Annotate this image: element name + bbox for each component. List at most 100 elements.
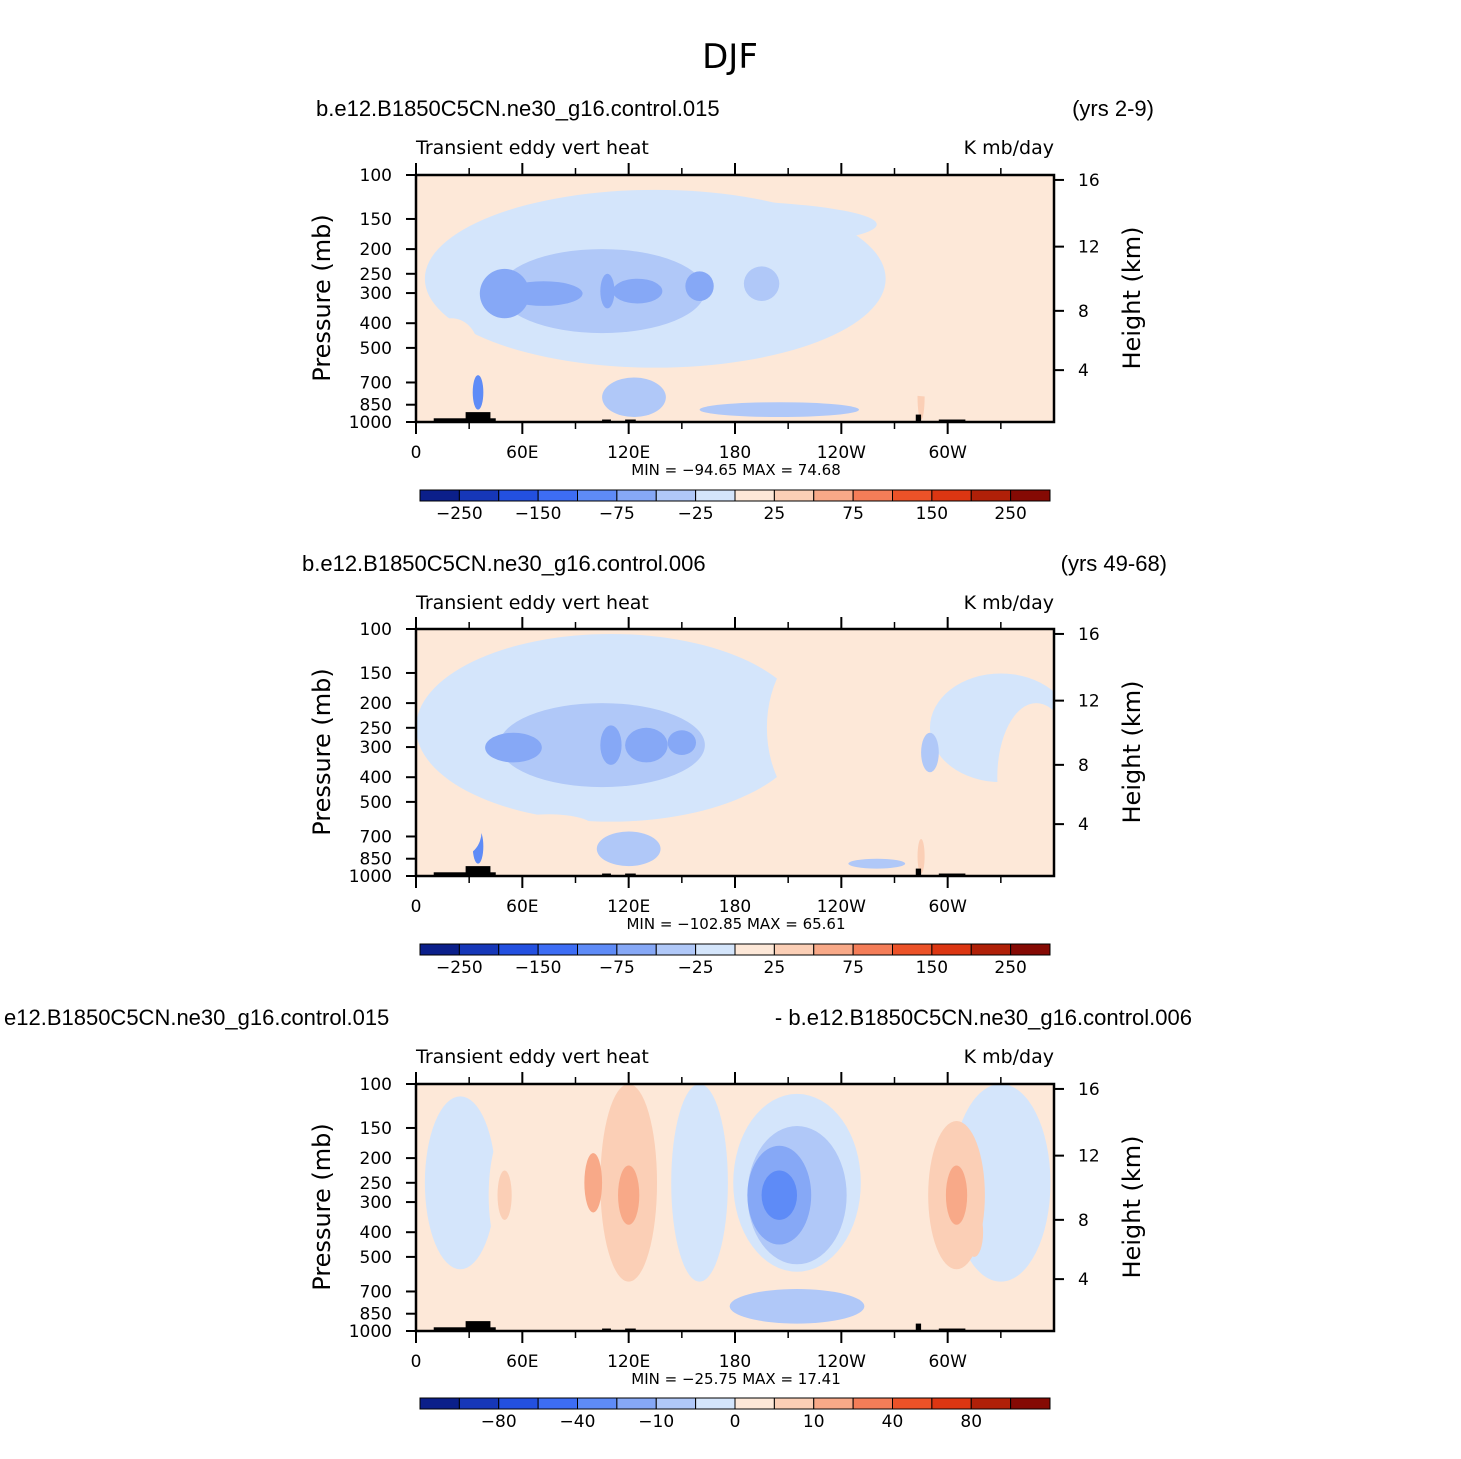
colorbar-swatch [458, 1397, 500, 1410]
colorbar-swatch [695, 1397, 736, 1410]
colorbar-label: 75 [842, 958, 864, 978]
contour-region [485, 732, 542, 763]
contour-region [708, 372, 815, 398]
colorbar-label: 0 [730, 1412, 741, 1432]
y-tick-label: 250 [360, 265, 392, 285]
x-tick-label: 60E [506, 1352, 538, 1372]
y-tick-label: 400 [360, 1223, 392, 1243]
colorbar-swatch [458, 943, 500, 956]
units-label: K mb/day [964, 1046, 1054, 1068]
contour-region [600, 725, 622, 765]
colorbar-label: −10 [638, 1412, 674, 1432]
contour-region [965, 1207, 984, 1257]
contour-region [596, 831, 661, 867]
topography-mask [915, 414, 922, 422]
y-tick-label: 150 [360, 664, 392, 684]
units-label: K mb/day [964, 592, 1054, 614]
y-tick-label: 100 [360, 166, 392, 186]
x-tick-label: 60W [928, 897, 967, 917]
field-label: Transient eddy vert heat [415, 592, 649, 614]
case-label: b.e12.B1850C5CN.ne30_g16.control.006 [302, 551, 706, 576]
colorbar-swatch [655, 489, 697, 502]
y-tick-label: 200 [360, 1149, 392, 1169]
contour-fields [424, 1084, 1051, 1331]
colorbar-swatch [655, 943, 697, 956]
contour-region [761, 1170, 798, 1220]
x-tick-label: 0 [411, 1352, 422, 1372]
contour-region [618, 1165, 640, 1225]
colorbar-label: 40 [882, 1412, 904, 1432]
colorbar-swatch [813, 489, 854, 502]
colorbar-label: −250 [436, 504, 483, 524]
colorbar-swatch [695, 489, 736, 502]
colorbar-label: −75 [599, 958, 635, 978]
topography-mask [915, 868, 922, 876]
colorbar-label: 250 [994, 958, 1026, 978]
y-tick-label: 100 [360, 1075, 392, 1095]
contour-region [945, 1165, 968, 1225]
colorbar-label: −150 [515, 958, 562, 978]
x-tick-label: 120E [607, 443, 650, 463]
y-tick-label: 850 [360, 396, 392, 416]
colorbar-swatch [498, 943, 539, 956]
colorbar-swatch [1010, 1397, 1051, 1410]
y-tick-label: 200 [360, 240, 392, 260]
y2-tick-label: 4 [1078, 1270, 1089, 1290]
y-tick-label: 400 [360, 768, 392, 788]
contour-region [848, 858, 906, 869]
contour-region [584, 1153, 603, 1213]
colorbar: −250 −150 −75 −25 25 75 150 250 [419, 943, 1051, 978]
stats-label: MIN = −25.75 MAX = 17.41 [631, 1370, 841, 1388]
colorbar-swatch [734, 489, 775, 502]
contour-region [671, 1084, 728, 1282]
y2-tick-label: 8 [1078, 302, 1089, 322]
contour-region [540, 1096, 611, 1270]
colorbar-swatch [498, 1397, 539, 1410]
colorbar-swatch [616, 943, 657, 956]
y2-tick-label: 16 [1078, 625, 1100, 645]
colorbar-label: 150 [916, 504, 948, 524]
y2-tick-label: 16 [1078, 1080, 1100, 1100]
y2-tick-label: 12 [1078, 238, 1100, 258]
colorbar-swatch [773, 489, 815, 502]
contour-region [917, 838, 925, 874]
colorbar-label: −150 [515, 504, 562, 524]
y-tick-label: 850 [360, 850, 392, 870]
y2-axis-label: Height (km) [1118, 227, 1146, 370]
colorbar-swatch [577, 1397, 618, 1410]
colorbar-swatch [892, 943, 933, 956]
y2-axis-label: Height (km) [1118, 1136, 1146, 1279]
topography-mask [433, 1327, 496, 1331]
figure-title: DJF [702, 37, 758, 77]
contour-region [766, 641, 881, 815]
contour-region [743, 266, 780, 301]
panel-3: e12.B1850C5CN.ne30_g16.control.015 - b.e… [4, 1005, 1192, 1432]
colorbar-label: −80 [481, 1412, 517, 1432]
y2-tick-label: 12 [1078, 1147, 1100, 1167]
x-tick-label: 120E [607, 897, 650, 917]
stats-label: MIN = −102.85 MAX = 65.61 [626, 915, 845, 933]
contour-region [667, 730, 697, 755]
contour-fields [416, 633, 1054, 876]
contour-region [699, 402, 860, 418]
x-tick-label: 180 [719, 897, 751, 917]
colorbar-swatch [734, 1397, 775, 1410]
y-tick-label: 500 [360, 1248, 392, 1268]
colorbar-label: −250 [436, 958, 483, 978]
y-tick-label: 700 [360, 1282, 392, 1302]
y2-tick-label: 4 [1078, 361, 1089, 381]
colorbar-swatch [892, 489, 933, 502]
y-tick-label: 850 [360, 1305, 392, 1325]
x-tick-label: 120W [817, 1352, 866, 1372]
y-tick-label: 1000 [349, 1322, 392, 1342]
y-tick-label: 250 [360, 1174, 392, 1194]
y-tick-label: 300 [360, 1193, 392, 1213]
y-tick-label: 700 [360, 373, 392, 393]
topography-mask [433, 872, 496, 876]
colorbar: −250 −150 −75 −25 25 75 150 250 [419, 489, 1051, 524]
colorbar: −80 −40 −10 0 10 40 80 [419, 1397, 1051, 1432]
y-tick-label: 150 [360, 1119, 392, 1139]
topography-mask [433, 418, 496, 422]
colorbar-swatch [498, 489, 539, 502]
